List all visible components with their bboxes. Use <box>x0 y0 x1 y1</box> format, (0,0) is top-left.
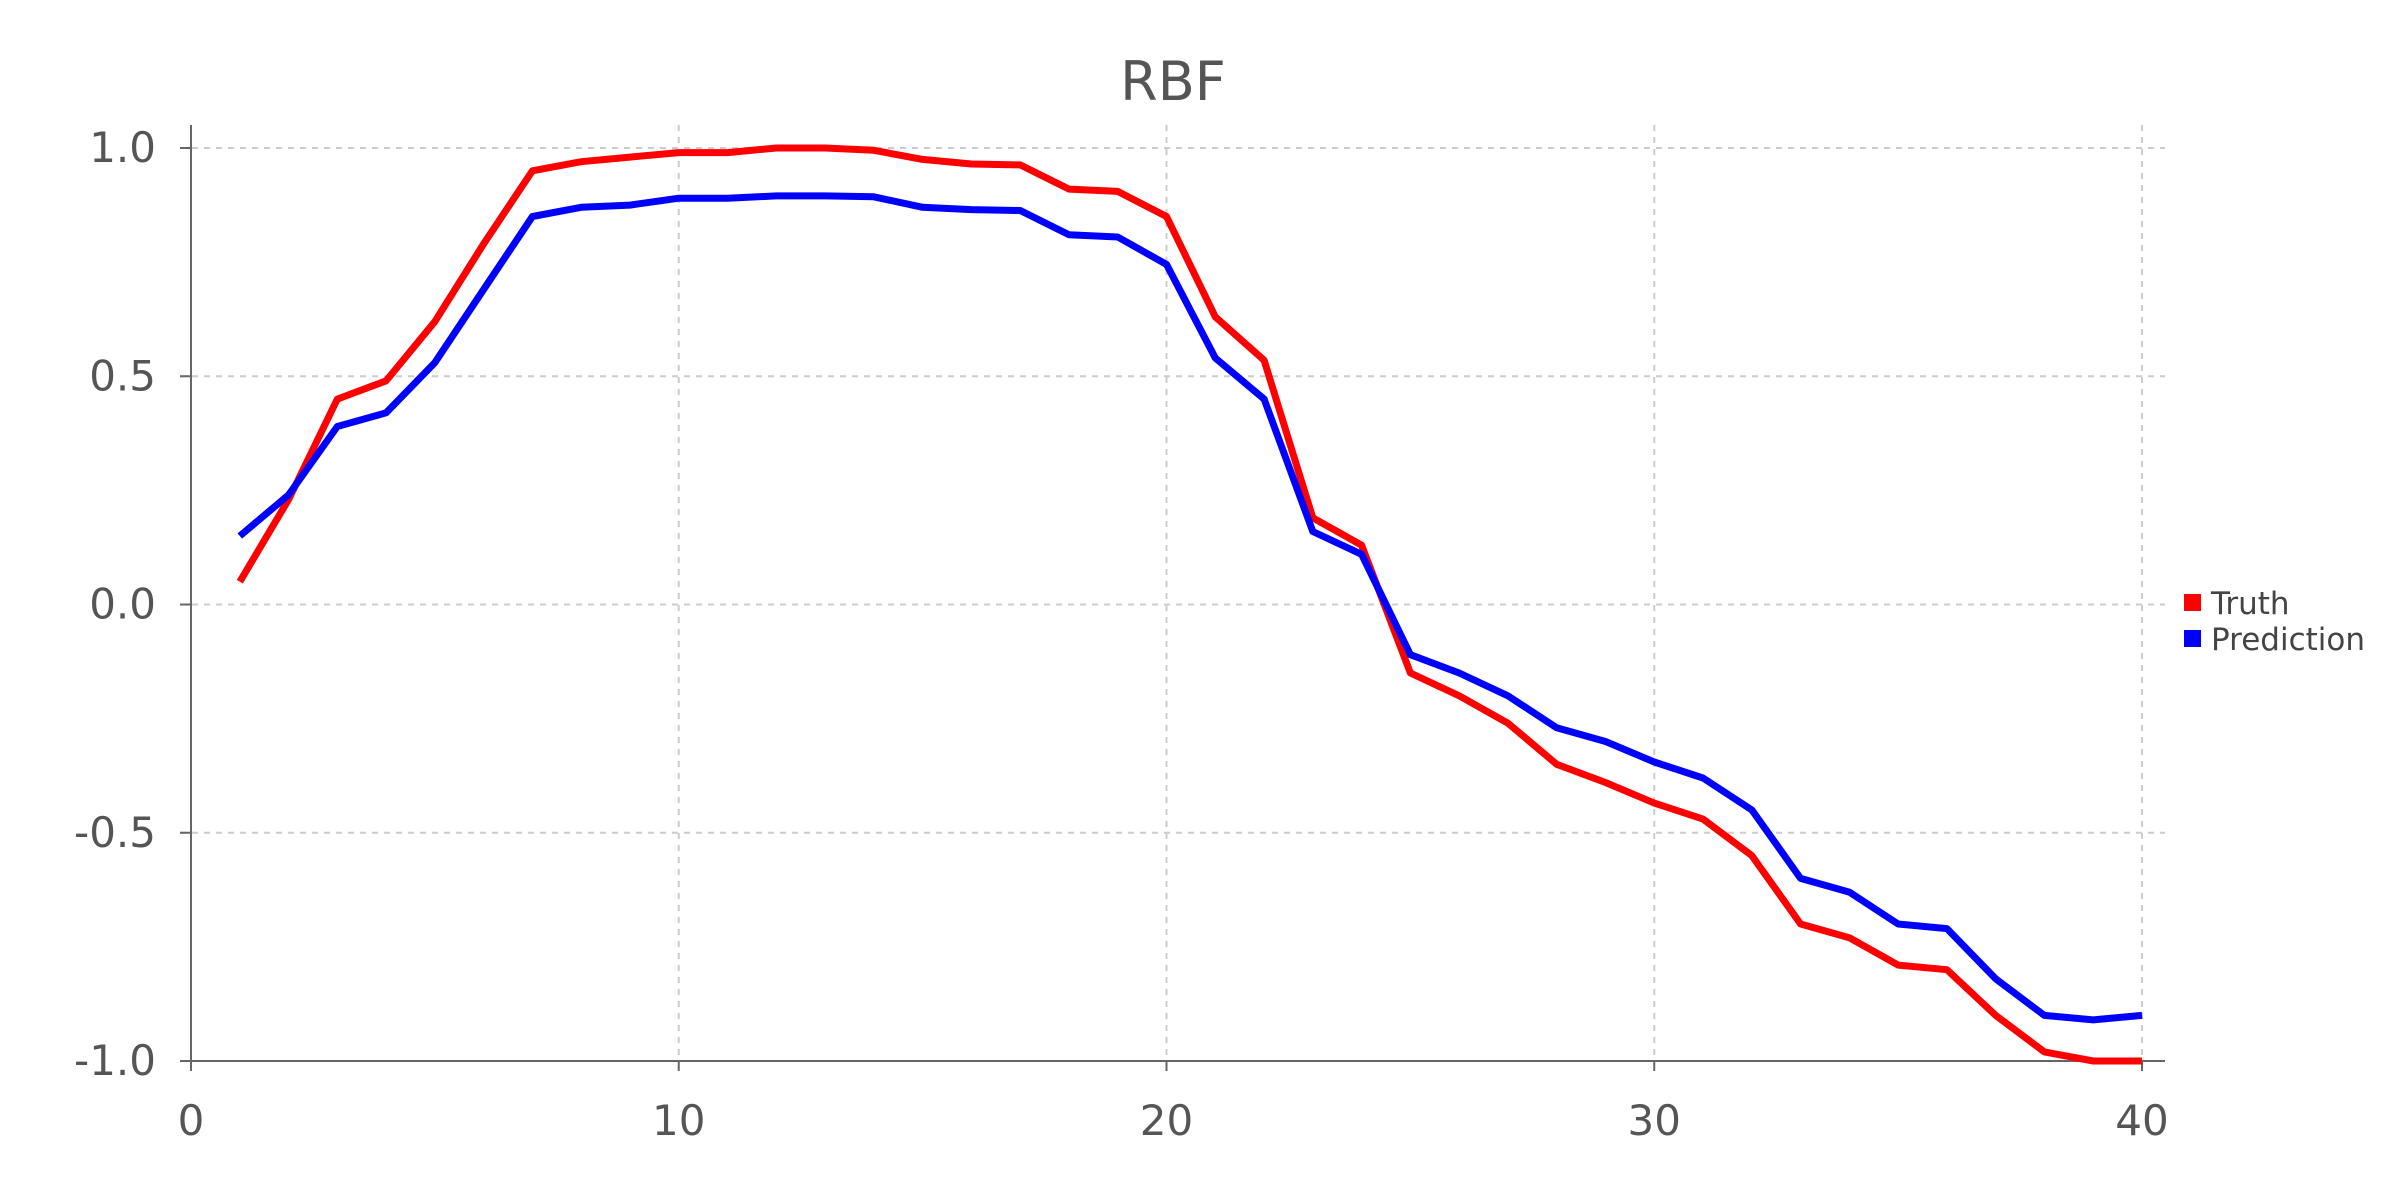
series-line-prediction <box>237 192 2143 1024</box>
x-tick-label: 10 <box>652 1096 705 1145</box>
legend-label-prediction: Prediction <box>2211 622 2365 658</box>
x-tick-label: 20 <box>1140 1096 1193 1145</box>
legend-swatch-prediction <box>2184 630 2201 647</box>
x-tick-label: 30 <box>1628 1096 1681 1145</box>
axes <box>180 125 2165 1071</box>
legend-swatch-truth <box>2184 594 2201 611</box>
y-tick-label: -1.0 <box>74 1036 156 1085</box>
x-tick-label: 0 <box>178 1096 205 1145</box>
chart-title: RBF <box>1120 50 1226 113</box>
series-lines <box>236 144 2143 1065</box>
y-tick-label: 1.0 <box>89 123 156 172</box>
x-tick-label: 40 <box>2115 1096 2168 1145</box>
grid <box>180 125 2165 1062</box>
tick-labels: 1.0 0.5 0.0 -0.5 -1.0 0 10 20 30 40 <box>74 123 2169 1145</box>
series-line-truth <box>236 144 2142 1065</box>
y-tick-label: 0.5 <box>89 351 156 400</box>
y-tick-label: -0.5 <box>74 808 156 857</box>
y-tick-label: 0.0 <box>89 580 156 629</box>
legend-label-truth: Truth <box>2210 586 2290 622</box>
